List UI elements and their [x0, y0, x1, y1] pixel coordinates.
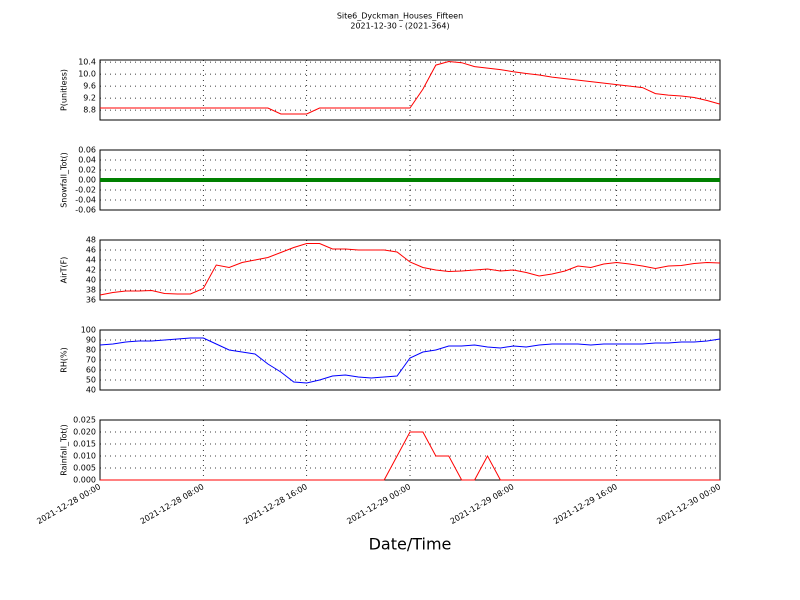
x-tick-label: 2021-12-28 16:00: [242, 482, 309, 526]
y-tick-label: 0.020: [73, 428, 96, 437]
data-line: [99, 243, 721, 296]
y-tick-label: 44: [86, 256, 96, 265]
y-tick-label: 0.02: [78, 166, 96, 175]
y-tick-label: 8.8: [83, 106, 96, 115]
y-tick-label: 40: [86, 276, 96, 285]
y-tick-label: 70: [86, 356, 96, 365]
x-tick-label: 2021-12-30 00:00: [655, 482, 722, 526]
chart-title: Site6_Dyckman_Houses_Fifteen: [337, 12, 463, 21]
x-axis-label: Date/Time: [369, 535, 452, 554]
y-tick-label: 60: [86, 366, 96, 375]
y-tick-label: -0.02: [75, 186, 96, 195]
x-tick-label: 2021-12-29 16:00: [552, 482, 619, 526]
y-tick-label: 46: [86, 246, 96, 255]
data-line: [100, 60, 721, 115]
y-tick-label: 80: [86, 346, 96, 355]
y-tick-label: 36: [86, 296, 96, 305]
y-tick-label: 0.005: [73, 464, 96, 473]
y-tick-label: 90: [86, 336, 96, 345]
chart-subtitle: 2021-12-30 - (2021-364): [350, 22, 449, 31]
y-tick-label: 0.00: [78, 176, 96, 185]
y-axis-label: Snowfall_Tot(): [60, 152, 69, 208]
y-tick-label: 48: [86, 236, 96, 245]
data-line: [100, 431, 720, 481]
y-tick-label: 9.6: [83, 82, 96, 91]
y-tick-label: 10.4: [78, 58, 96, 67]
y-tick-label: 9.2: [83, 94, 96, 103]
y-tick-label: 0.06: [78, 146, 96, 155]
x-tick-label: 2021-12-28 08:00: [139, 482, 206, 526]
y-tick-label: -0.04: [75, 196, 96, 205]
x-tick-label: 2021-12-28 00:00: [35, 482, 102, 526]
y-tick-label: 0.000: [73, 476, 96, 485]
y-tick-label: 50: [86, 376, 96, 385]
y-tick-label: 0.015: [73, 440, 96, 449]
y-tick-label: 0.010: [73, 452, 96, 461]
y-axis-label: AirT(F): [60, 257, 69, 284]
y-tick-label: 38: [86, 286, 96, 295]
y-axis-label: RH(%): [60, 347, 69, 372]
x-tick-label: 2021-12-29 00:00: [345, 482, 412, 526]
y-tick-label: 0.025: [73, 416, 96, 425]
y-tick-label: 100: [81, 326, 96, 335]
x-tick-label: 2021-12-29 08:00: [449, 482, 516, 526]
y-axis-label: Rainfall_Tot(): [60, 424, 69, 476]
y-tick-label: 40: [86, 386, 96, 395]
y-tick-label: 0.04: [78, 156, 96, 165]
y-tick-label: 10.0: [78, 70, 96, 79]
y-axis-label: P(unitless): [60, 69, 69, 111]
y-tick-label: 42: [86, 266, 96, 275]
y-tick-label: -0.06: [75, 206, 96, 215]
data-line: [99, 337, 721, 384]
